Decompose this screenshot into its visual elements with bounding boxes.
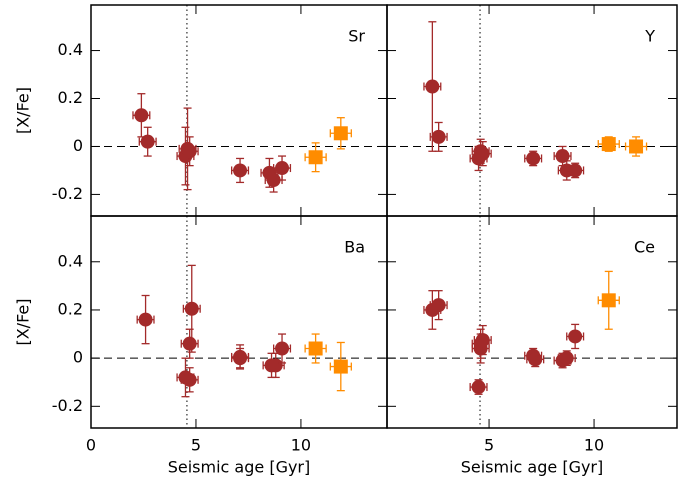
point: [471, 380, 486, 395]
point: [138, 312, 153, 327]
y-tick-label: 0: [73, 348, 83, 367]
y-axis-label: [X/Fe]: [14, 87, 33, 134]
point: [555, 149, 570, 164]
point: [559, 351, 574, 366]
point: [275, 341, 290, 356]
point: [568, 163, 583, 178]
point: [425, 79, 440, 94]
panel-title: Y: [644, 27, 655, 46]
point: [182, 336, 197, 351]
panel-frame: [386, 4, 678, 217]
panel-frame: [90, 4, 388, 217]
point: [233, 163, 248, 178]
point: [182, 372, 197, 387]
point: [431, 298, 446, 313]
y-tick-label: -0.2: [52, 396, 83, 415]
point: [526, 151, 541, 166]
x-tick-label: 10: [291, 436, 311, 455]
y-tick-label: -0.2: [52, 184, 83, 203]
y-tick-label: 0.4: [58, 251, 83, 270]
panel-title: Sr: [348, 27, 365, 46]
point: [308, 150, 323, 165]
point: [629, 139, 644, 154]
point: [182, 144, 197, 159]
point: [308, 341, 323, 356]
point: [528, 352, 543, 367]
point: [333, 126, 348, 141]
y-axis-label: [X/Fe]: [14, 298, 33, 345]
panel-frame: [386, 215, 678, 429]
point: [266, 173, 281, 188]
x-tick-label: 5: [484, 436, 494, 455]
x-axis-label: Seismic age [Gyr]: [168, 458, 311, 477]
y-tick-label: 0.2: [58, 299, 83, 318]
point: [140, 134, 155, 149]
y-tick-label: 0.2: [58, 88, 83, 107]
x-tick-label: 5: [191, 436, 201, 455]
y-tick-label: 0: [73, 136, 83, 155]
point: [268, 358, 283, 373]
point: [233, 351, 248, 366]
point: [431, 129, 446, 144]
y-tick-label: 0.4: [58, 40, 83, 59]
point: [184, 301, 199, 316]
point: [475, 333, 490, 348]
x-tick-label: 10: [584, 436, 604, 455]
point: [275, 161, 290, 176]
x-axis-label: Seismic age [Gyr]: [461, 458, 604, 477]
point: [601, 293, 616, 308]
point: [134, 108, 149, 123]
x-tick-label: 0: [86, 436, 96, 455]
point: [568, 329, 583, 344]
point: [333, 359, 348, 374]
point: [475, 146, 490, 161]
panel-frame: [90, 215, 388, 429]
panel-title: Ba: [344, 238, 365, 257]
point: [601, 137, 616, 152]
panel-title: Ce: [634, 238, 655, 257]
